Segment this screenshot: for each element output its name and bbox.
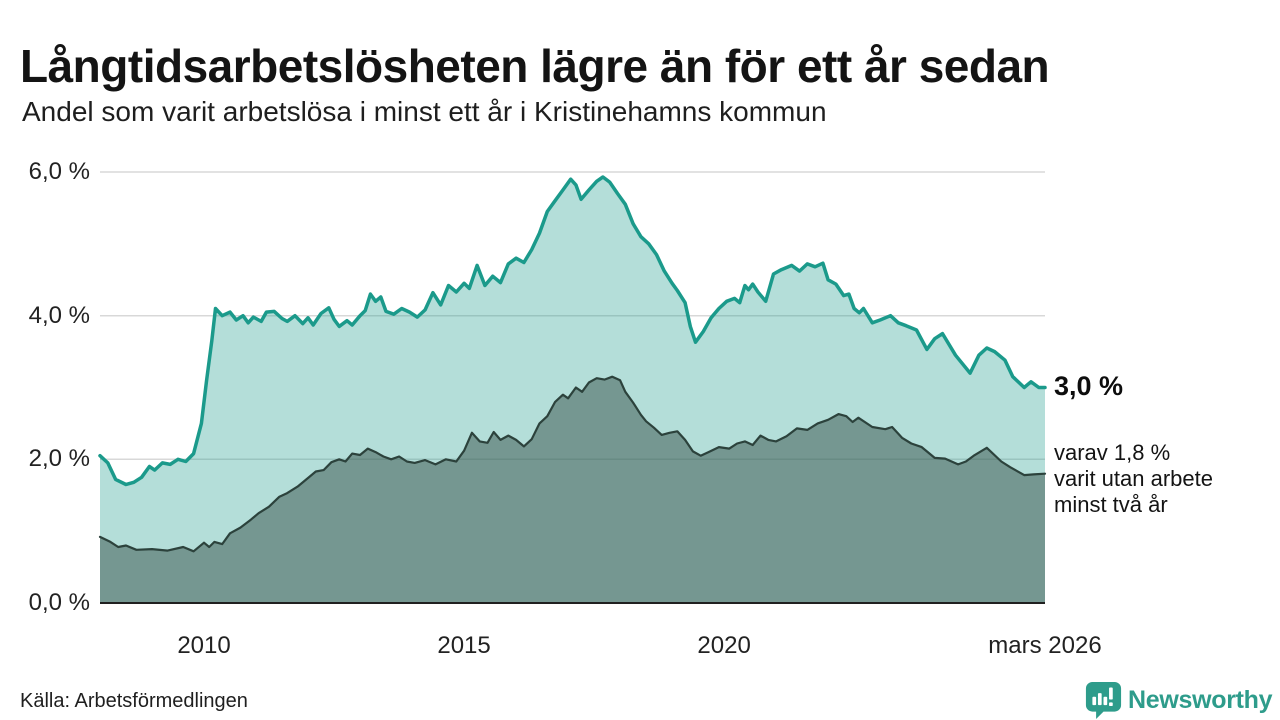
newsworthy-wordmark: Newsworthy bbox=[1128, 685, 1273, 714]
series-two-year-area bbox=[100, 376, 1045, 603]
series-total-area bbox=[100, 177, 1045, 603]
annotation-latest-total: 3,0 % bbox=[1054, 370, 1124, 401]
source-note: Källa: Arbetsförmedlingen bbox=[20, 690, 248, 712]
y-tick-2: 2,0 % bbox=[28, 445, 90, 473]
y-tick-6: 6,0 % bbox=[28, 158, 90, 185]
x-tick-2010: 2010 bbox=[177, 632, 231, 659]
newsworthy-logo: Newsworthy bbox=[1085, 681, 1273, 719]
annotation-two-year-line1: varav 1,8 % bbox=[1054, 439, 1171, 465]
y-tick-4: 4,0 % bbox=[28, 301, 90, 329]
annotation-two-year-block: varav 1,8 % varit utan arbete minst två … bbox=[1054, 440, 1213, 518]
chart-subtitle: Andel som varit arbetslösa i minst ett å… bbox=[22, 96, 827, 127]
newsworthy-bar-chart-pin-icon bbox=[1085, 681, 1122, 719]
series-total-line bbox=[98, 175, 1047, 487]
y-tick-0: 0,0 % bbox=[28, 589, 90, 616]
x-tick-2020: 2020 bbox=[697, 632, 751, 659]
x-tick-mars-2026: mars 2026 bbox=[988, 632, 1102, 659]
annotation-two-year-line2: varit utan arbete bbox=[1054, 465, 1213, 491]
annotation-two-year-line3: minst två år bbox=[1054, 491, 1168, 517]
page-title: Långtidsarbetslösheten lägre än för ett … bbox=[20, 39, 1050, 92]
series-two-year-line bbox=[98, 375, 1047, 553]
x-tick-2015: 2015 bbox=[437, 632, 491, 659]
